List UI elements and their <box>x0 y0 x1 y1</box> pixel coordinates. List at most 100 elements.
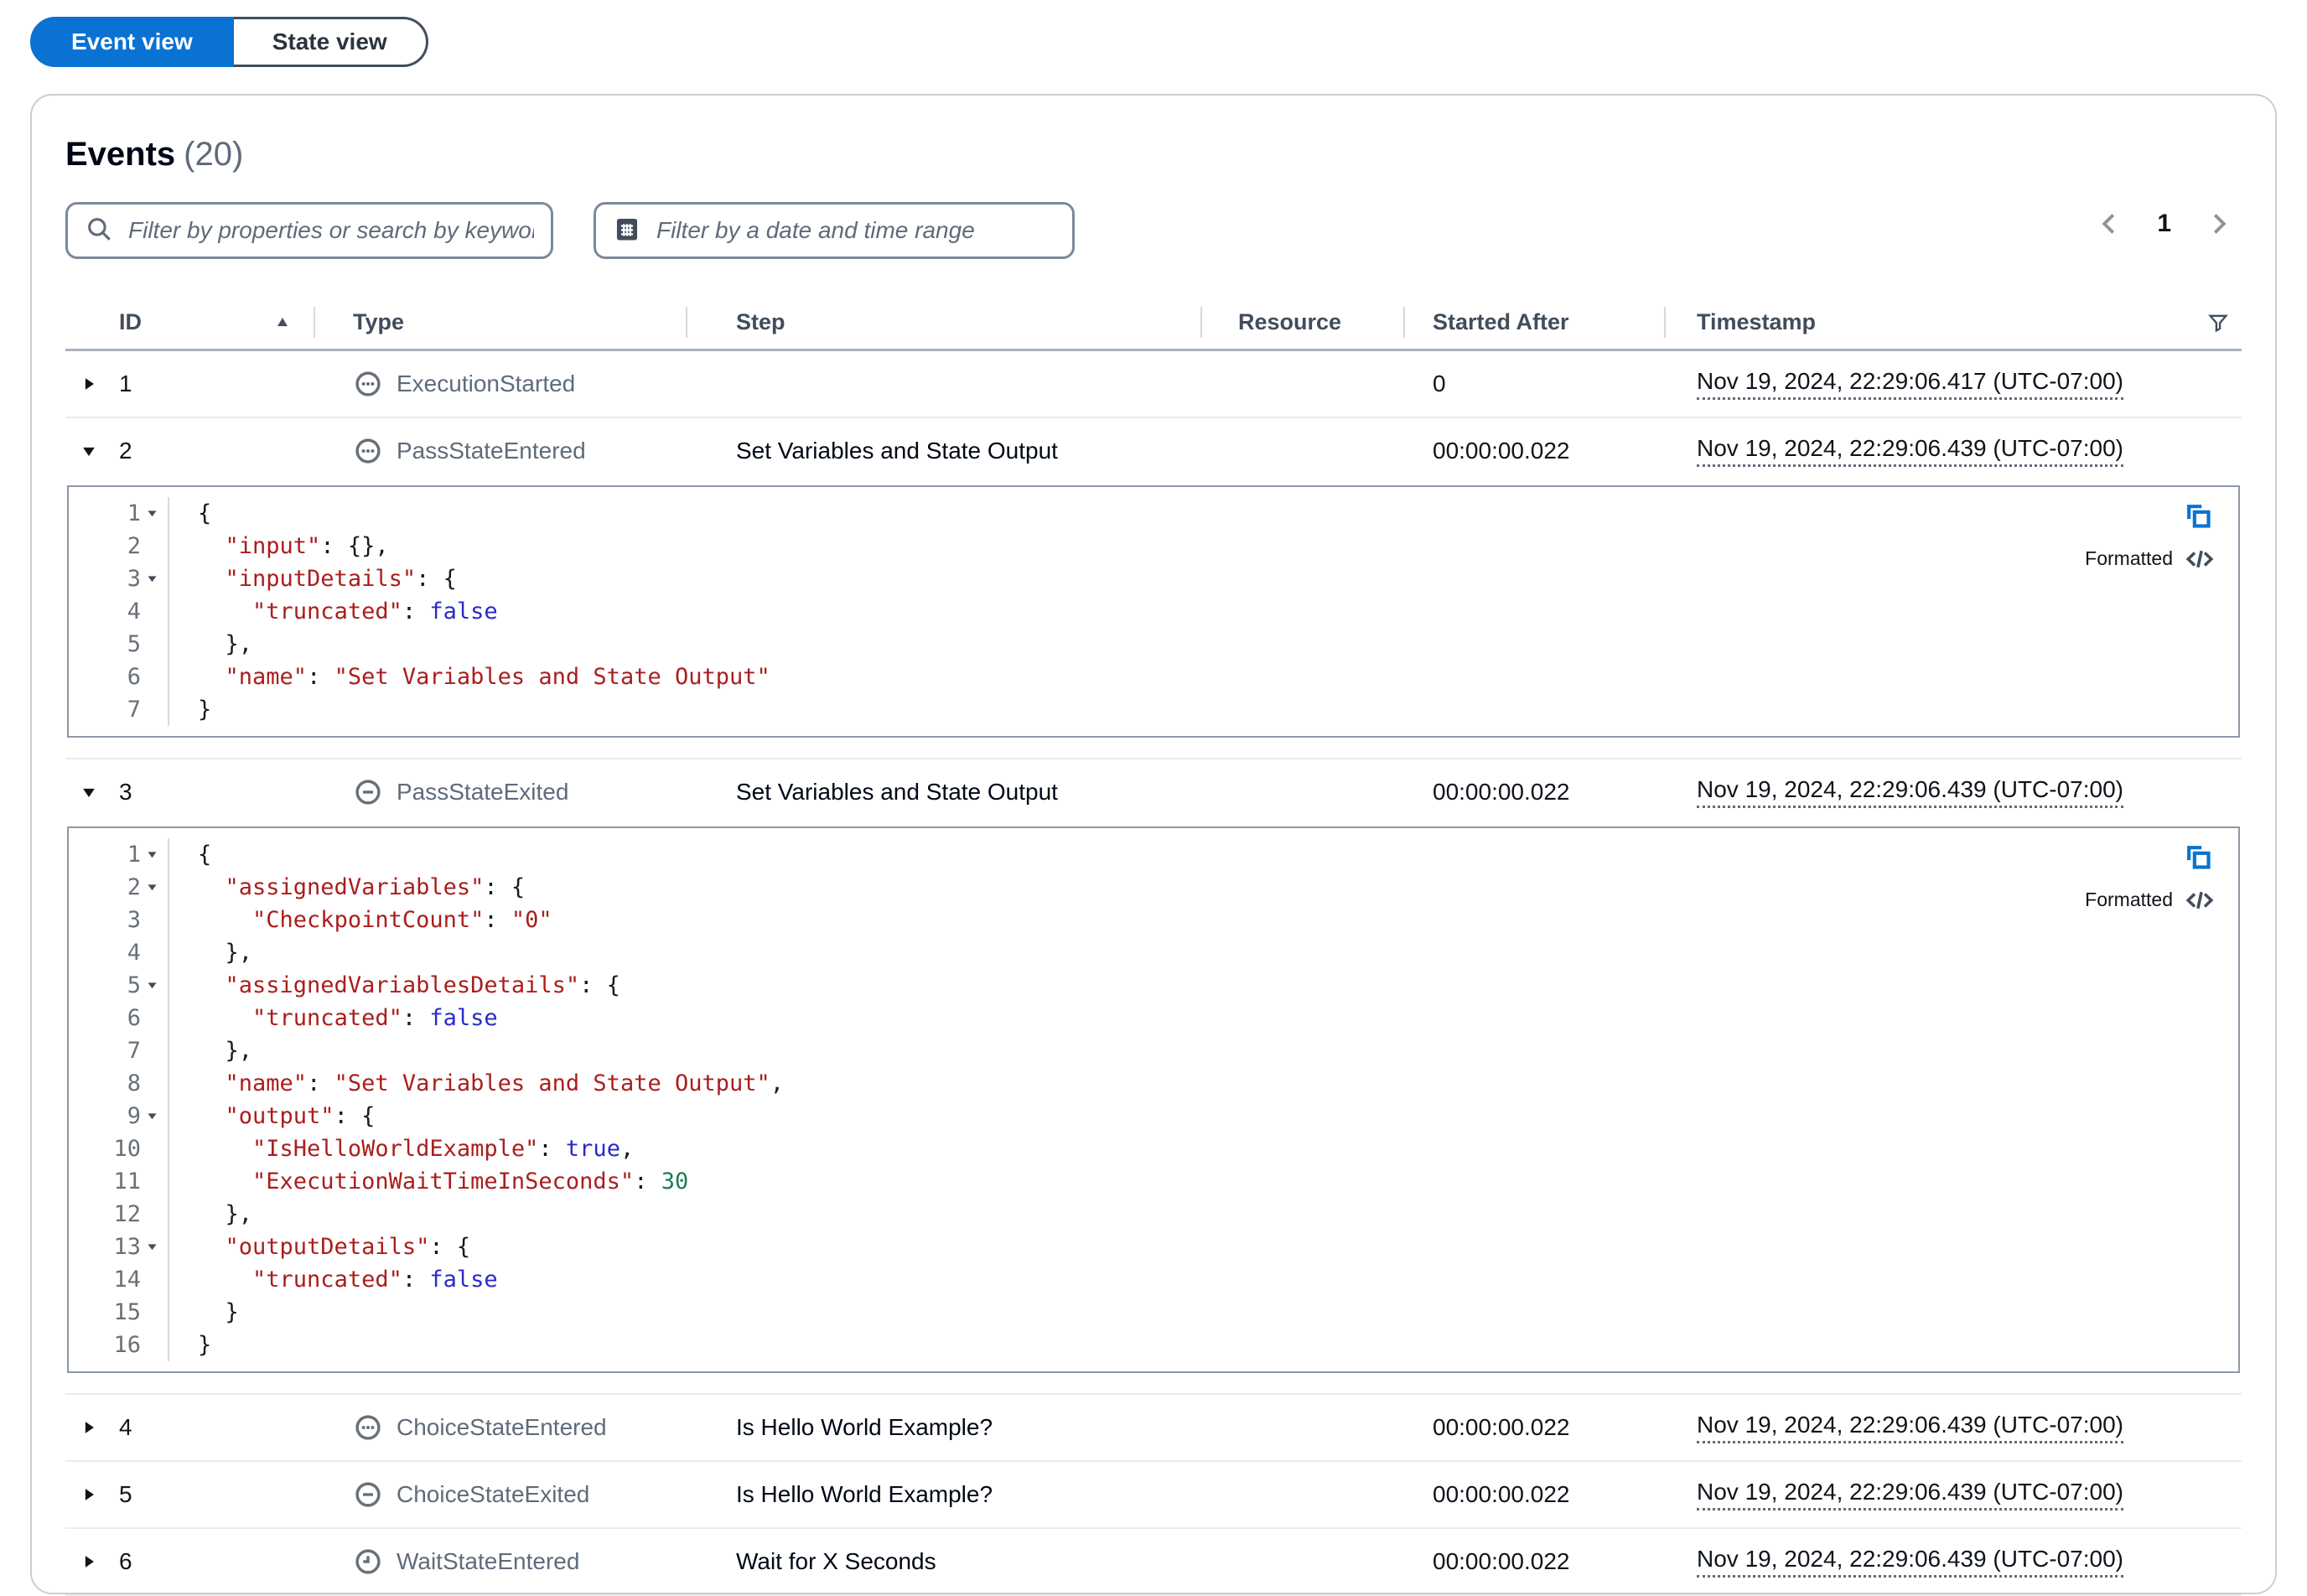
expand-row-button[interactable] <box>79 1552 99 1571</box>
pagination: 1 <box>2095 209 2233 239</box>
code-line-number: 10 <box>69 1132 168 1165</box>
timestamp-link[interactable]: Nov 19, 2024, 22:29:06.439 (UTC-07:00) <box>1697 1546 2123 1578</box>
minus-circle-icon <box>353 1479 383 1510</box>
table-row-group: 5 ChoiceStateExited Is Hello World Example… <box>65 1462 2242 1529</box>
line-number: 2 <box>127 533 141 559</box>
timestamp-link[interactable]: Nov 19, 2024, 22:29:06.439 (UTC-07:00) <box>1697 776 2123 808</box>
code-view-toggle-icon[interactable] <box>2185 544 2215 574</box>
cell-id: 6 <box>65 1548 314 1575</box>
code-line-number: 14 <box>69 1263 168 1296</box>
started-after-value: 00:00:00.022 <box>1433 779 1570 805</box>
event-type-label: PassStateExited <box>397 779 569 805</box>
expand-row-button[interactable] <box>79 1485 99 1504</box>
event-type-label: WaitStateEntered <box>397 1548 580 1574</box>
column-header-timestamp[interactable]: Timestamp <box>1664 296 2242 349</box>
collapse-node-icon[interactable] <box>141 979 163 992</box>
search-icon <box>85 215 113 247</box>
step-name: Is Hello World Example? <box>736 1414 993 1440</box>
collapse-node-icon[interactable] <box>141 1241 163 1253</box>
table-header: ID Type Step Resource Started After Time… <box>65 296 2242 351</box>
column-header-step[interactable]: Step <box>686 296 1200 349</box>
column-header-resource[interactable]: Resource <box>1200 296 1403 349</box>
cell-step: Set Variables and State Output <box>686 438 1200 464</box>
code-line-number: 12 <box>69 1198 168 1231</box>
line-number: 14 <box>113 1267 141 1293</box>
state-view-tab[interactable]: State view <box>233 17 428 67</box>
collapse-row-button[interactable] <box>79 442 99 460</box>
collapse-node-icon[interactable] <box>141 881 163 894</box>
page-title: Events (20) <box>65 136 2242 174</box>
started-after-value: 00:00:00.022 <box>1433 1481 1570 1507</box>
cell-timestamp: Nov 19, 2024, 22:29:06.439 (UTC-07:00) <box>1664 776 2242 808</box>
events-table-body: 1 ExecutionStarted 0 Nov 19, 2024, 22:29:06… <box>65 351 2242 1596</box>
cell-type: PassStateExited <box>314 777 686 807</box>
line-number: 9 <box>127 1103 141 1129</box>
timestamp-link[interactable]: Nov 19, 2024, 22:29:06.439 (UTC-07:00) <box>1697 1479 2123 1510</box>
timestamp-link[interactable]: Nov 19, 2024, 22:29:06.417 (UTC-07:00) <box>1697 368 2123 400</box>
cell-type: ChoiceStateExited <box>314 1479 686 1510</box>
cell-step: Wait for X Seconds <box>686 1548 1200 1575</box>
code-line-number: 5 <box>69 969 168 1002</box>
cell-id: 2 <box>65 438 314 464</box>
column-header-id[interactable]: ID <box>65 296 314 349</box>
cell-step: Set Variables and State Output <box>686 779 1200 806</box>
code-line-number: 1 <box>69 497 168 530</box>
format-toggle: Formatted <box>2085 542 2215 575</box>
code-line-number: 11 <box>69 1165 168 1198</box>
code-content: { "input": {}, "inputDetails": { "trunca… <box>169 497 770 726</box>
code-line: } <box>198 1332 212 1358</box>
step-name: Wait for X Seconds <box>736 1548 936 1574</box>
started-after-value: 00:00:00.022 <box>1433 438 1570 464</box>
copy-button[interactable] <box>2181 499 2215 532</box>
table-row: 2 PassStateEntered Set Variables and State… <box>65 418 2242 484</box>
code-line: }, <box>198 940 253 966</box>
current-page[interactable]: 1 <box>2157 210 2171 237</box>
line-number: 4 <box>127 598 141 624</box>
expand-row-button[interactable] <box>79 1418 99 1437</box>
table-row: 6 WaitStateEntered Wait for X Seconds 00:00… <box>65 1529 2242 1594</box>
event-type-label: ChoiceStateEntered <box>397 1414 607 1440</box>
collapse-row-button[interactable] <box>79 783 99 801</box>
expand-row-button[interactable] <box>79 375 99 393</box>
previous-page-button[interactable] <box>2095 209 2125 239</box>
cell-timestamp: Nov 19, 2024, 22:29:06.439 (UTC-07:00) <box>1664 435 2242 467</box>
line-number: 7 <box>127 697 141 723</box>
event-id: 6 <box>119 1548 132 1574</box>
code-line: "ExecutionWaitTimeInSeconds": 30 <box>252 1168 689 1194</box>
line-number: 6 <box>127 1005 141 1031</box>
cell-started-after: 00:00:00.022 <box>1403 1414 1664 1441</box>
cell-started-after: 00:00:00.022 <box>1403 779 1664 806</box>
table-row: 4 ChoiceStateEntered Is Hello World Exampl… <box>65 1395 2242 1460</box>
search-input[interactable] <box>128 217 534 244</box>
line-number: 11 <box>113 1168 141 1194</box>
filter-funnel-icon[interactable] <box>2206 311 2230 334</box>
column-header-type[interactable]: Type <box>314 296 686 349</box>
event-view-tab[interactable]: Event view <box>30 17 234 67</box>
events-count: (20) <box>184 136 244 173</box>
property-filter <box>65 202 553 259</box>
code-line: { <box>198 500 212 526</box>
code-view-toggle-icon[interactable] <box>2185 885 2215 915</box>
collapse-node-icon[interactable] <box>141 507 163 520</box>
cell-id: 5 <box>65 1481 314 1508</box>
cell-type: WaitStateEntered <box>314 1547 686 1577</box>
date-range-input[interactable] <box>656 217 1055 244</box>
table-row: 1 ExecutionStarted 0 Nov 19, 2024, 22:29:06… <box>65 351 2242 417</box>
cell-timestamp: Nov 19, 2024, 22:29:06.417 (UTC-07:00) <box>1664 368 2242 400</box>
code-line: "name": "Set Variables and State Output" <box>225 664 770 690</box>
collapse-node-icon[interactable] <box>141 573 163 585</box>
next-page-button[interactable] <box>2203 209 2233 239</box>
event-payload-code-block: 1 2 3 4 5 6 7 8 9 10 11 12 13 14 15 16{ "assignedVariab… <box>67 826 2240 1373</box>
formatted-label: Formatted <box>2085 547 2173 569</box>
code-line-number: 15 <box>69 1296 168 1329</box>
timestamp-link[interactable]: Nov 19, 2024, 22:29:06.439 (UTC-07:00) <box>1697 1412 2123 1443</box>
collapse-node-icon[interactable] <box>141 848 163 861</box>
copy-button[interactable] <box>2181 840 2215 873</box>
code-line-number: 4 <box>69 936 168 969</box>
column-header-started-after[interactable]: Started After <box>1403 296 1664 349</box>
cell-type: ChoiceStateEntered <box>314 1412 686 1443</box>
timestamp-link[interactable]: Nov 19, 2024, 22:29:06.439 (UTC-07:00) <box>1697 435 2123 467</box>
collapse-node-icon[interactable] <box>141 1110 163 1122</box>
line-number: 10 <box>113 1136 141 1162</box>
line-number: 7 <box>127 1038 141 1064</box>
